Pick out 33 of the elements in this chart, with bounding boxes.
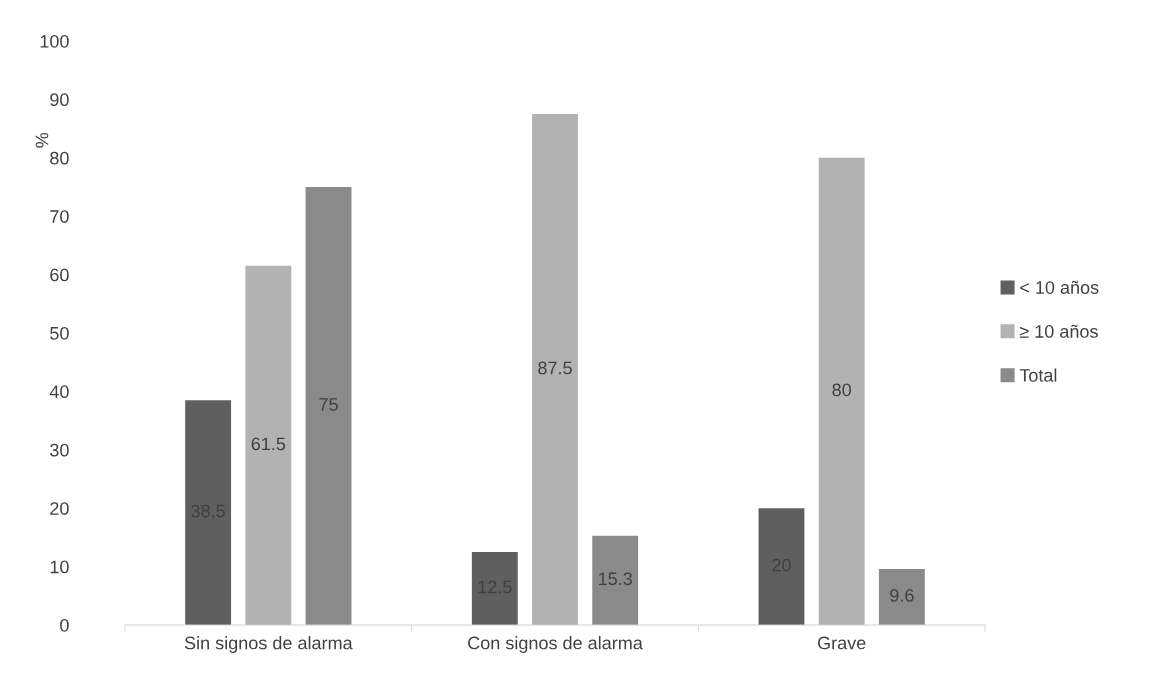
y-tick-label: 90 [50,93,69,107]
y-tick-label: 20 [50,502,69,515]
x-tick-label: Con signos de alarma [468,636,643,653]
bar [758,508,805,625]
bar [245,265,292,625]
legend-label: Total [1019,368,1057,382]
data-label: 87.5 [538,361,572,375]
bar [878,568,925,625]
bar [818,157,865,625]
x-tick-label: Grave [817,636,866,650]
y-tick-label: 0 [60,618,69,632]
legend-label: ≥ 10 años [1019,324,1098,338]
data-label: 61.5 [251,437,286,451]
data-label: 9.6 [890,589,914,602]
y-tick-label: 40 [49,385,69,399]
data-label: 75 [319,398,338,411]
y-tick-label: 10 [50,560,69,574]
y-tick-label: 100 [40,34,69,48]
x-tick-label: Sin signos de alarma [184,636,353,653]
data-label: 15.3 [599,572,632,586]
y-tick-label: 30 [50,443,69,457]
bar [592,535,639,625]
y-tick-label: 70 [50,210,69,223]
bar [532,114,578,625]
y-tick-label: 60 [50,268,69,282]
y-tick-label: 50 [50,326,69,340]
bar [471,552,518,625]
legend-label: < 10 años [1020,280,1099,294]
bar [305,187,352,625]
data-label: 80 [832,383,851,397]
bar [185,400,232,625]
y-axis-title: % [35,132,49,148]
y-tick-label: 80 [50,151,69,165]
